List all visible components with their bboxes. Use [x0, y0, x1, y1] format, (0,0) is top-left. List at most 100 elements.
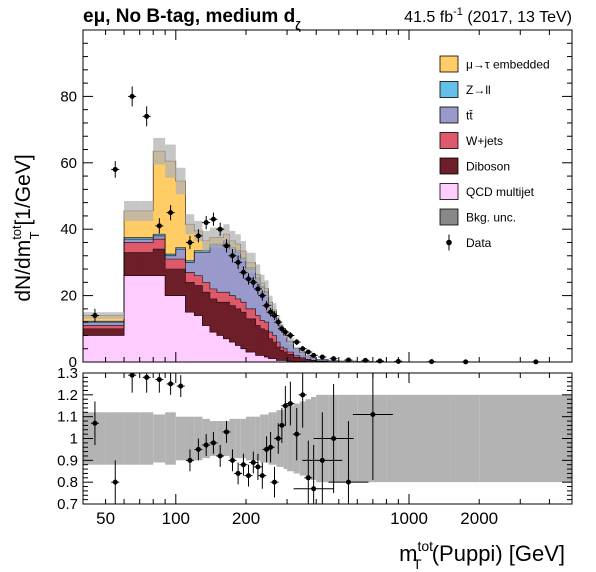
legend-marker [446, 239, 452, 246]
ratio-marker [156, 377, 162, 383]
uncertainty-bin [250, 252, 256, 273]
ratio-band-bin [287, 405, 294, 472]
stack-bar [264, 321, 269, 331]
uncertainty-bin [264, 280, 269, 297]
ratio-band-bin [124, 412, 140, 465]
stacked-histogram [82, 150, 572, 363]
stack-bar [209, 245, 218, 290]
stack-bar [82, 328, 106, 336]
ratio-point [228, 449, 237, 472]
y-tick-label: 60 [60, 155, 77, 172]
data-marker [235, 259, 241, 265]
stack-bar [250, 308, 256, 320]
x-tick-label: 100 [162, 509, 190, 528]
ratio-band-bin [83, 412, 106, 465]
data-marker [129, 93, 135, 99]
data-point [111, 161, 120, 178]
uncertainty-bin [272, 303, 277, 317]
ratio-band-bin [235, 418, 241, 459]
data-marker [203, 220, 209, 226]
ratio-y-tick-label: 0.7 [57, 496, 78, 513]
ratio-point [249, 451, 258, 474]
ratio-point [209, 431, 218, 454]
ratio-point [216, 445, 225, 467]
ratio-marker [112, 479, 118, 485]
data-point [309, 352, 318, 358]
y-tick-label: 40 [60, 221, 77, 238]
ratio-marker [300, 392, 306, 398]
ratio-marker [282, 403, 288, 409]
uncertainty-bin [175, 167, 186, 195]
ratio-marker [279, 422, 285, 428]
ratio-point [185, 449, 194, 472]
ratio-marker [92, 420, 98, 426]
data-marker [282, 329, 288, 335]
ratio-point [90, 401, 99, 446]
stack-bar [240, 348, 247, 363]
ratio-point [293, 445, 334, 504]
data-point [286, 332, 295, 339]
ratio-point [155, 373, 164, 393]
ratio-marker [272, 479, 278, 485]
ratio-marker [259, 473, 265, 479]
ratio-point [222, 421, 231, 443]
stack-bar [185, 311, 195, 363]
uncertainty-bin [246, 252, 251, 273]
ratio-marker [275, 436, 281, 441]
ratio-point [262, 436, 271, 463]
uncertainty-bin [268, 295, 273, 309]
ratio-y-tick-label: 1.3 [57, 365, 78, 382]
uncertainty-bin [229, 230, 236, 251]
stack-bar [202, 282, 211, 293]
legend-swatch [439, 183, 459, 200]
stack-bar [235, 298, 242, 310]
legend-entry: μ→τ embedded [439, 55, 550, 73]
ratio-marker [287, 401, 293, 407]
ratio-band-bin [229, 418, 236, 459]
ratio-marker [268, 444, 274, 450]
data-point [258, 290, 267, 301]
ratio-points [90, 372, 393, 504]
ratio-point [194, 438, 203, 461]
uncertainty-bin [260, 274, 265, 292]
data-point [228, 249, 237, 263]
data-marker [246, 276, 252, 282]
stack-bar [164, 268, 177, 296]
data-marker [156, 223, 162, 229]
stack-bar [276, 346, 281, 361]
stack-bar [123, 238, 140, 243]
stack-bar [209, 298, 218, 333]
ratio-marker [224, 429, 230, 435]
stack-bar [152, 235, 166, 240]
uncertainty-bin [287, 337, 294, 345]
stack-bar [123, 252, 140, 276]
data-point [128, 86, 137, 107]
stack-bar [175, 295, 186, 363]
ratio-marker [235, 470, 241, 476]
stack-bar [216, 301, 224, 336]
stack-bar [139, 275, 154, 363]
data-marker [305, 349, 311, 355]
ratio-band-bin [175, 416, 186, 461]
lumi-label: 41.5 fb-1 (2017, 13 TeV) [404, 6, 572, 26]
data-marker [345, 357, 351, 363]
stack-bar [175, 258, 186, 270]
ratio-band-bin [105, 412, 125, 465]
ratio-band-bin [250, 416, 256, 461]
ratio-marker [240, 462, 246, 468]
legend-swatch [439, 132, 459, 149]
stack-bar [299, 358, 306, 362]
ratio-band-bin [479, 394, 572, 483]
legend-entry: Diboson [439, 157, 510, 175]
ratio-band-bin [139, 412, 154, 465]
stack-bar [209, 288, 218, 300]
stack-bar [245, 308, 252, 320]
legend-swatch [439, 208, 459, 226]
stack-bar [223, 301, 230, 340]
stack-bar [229, 341, 236, 363]
stack-bar [229, 295, 236, 306]
y-tick-label: 0 [69, 354, 77, 371]
ratio-y-tick-label: 0.8 [57, 474, 78, 491]
ratio-point [128, 372, 137, 393]
stack-bar [105, 335, 125, 363]
